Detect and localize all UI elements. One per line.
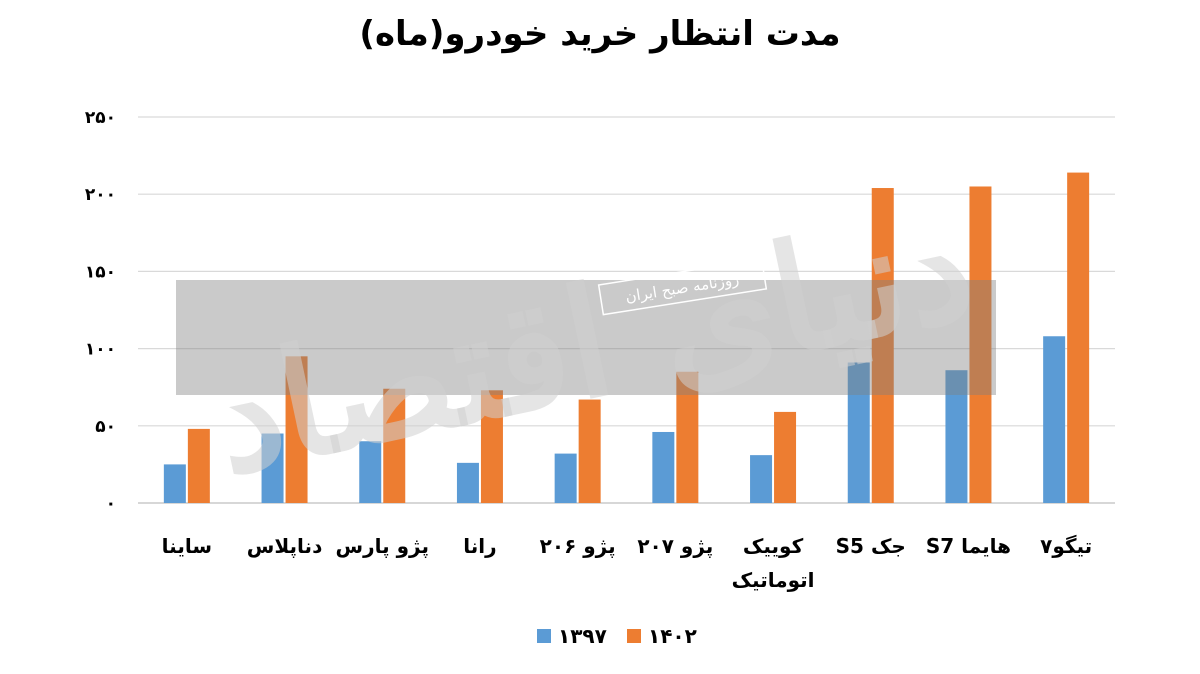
bar-series1: [359, 441, 382, 503]
bar-series2: [676, 371, 699, 503]
bar-series1: [945, 370, 968, 503]
x-category-label: پژو پارس: [336, 534, 429, 559]
watermark-band: [176, 280, 996, 395]
bar-series1: [261, 433, 284, 503]
x-category-label: پژو ۲۰۷: [637, 534, 713, 559]
y-tick-label: ۲۰۰: [85, 185, 116, 205]
bar-series2: [871, 188, 894, 504]
legend-label: ۱۴۰۲: [648, 624, 697, 648]
legend: ۱۳۹۷ ۱۴۰۲: [537, 624, 697, 648]
bar-series1: [652, 431, 675, 503]
x-category-label: ساینا: [162, 534, 212, 558]
x-category-label: هایما S7: [926, 534, 1011, 558]
x-category-label: کوییک اتوماتیک: [732, 534, 815, 592]
bar-series2: [969, 186, 992, 504]
bar-series1: [1043, 336, 1066, 503]
x-axis-category-labels: ساینا دناپلاس پژو پارس رانا پژو ۲۰۶ پژو ۲۰۷ کو…: [162, 534, 1093, 592]
watermark-subtitle-box: [597, 258, 768, 316]
y-tick-label: ۱۰۰: [85, 340, 116, 360]
x-category-label: پژو ۲۰۶: [540, 534, 616, 559]
legend-label: ۱۳۹۷: [558, 624, 607, 648]
bar-series1: [847, 362, 870, 503]
bar-series2: [578, 399, 601, 503]
bars: [163, 172, 1090, 504]
y-tick-label: ۵۰: [95, 417, 116, 437]
bar-series2: [774, 411, 797, 503]
bar-series2: [480, 390, 503, 503]
bar-series1: [750, 455, 773, 503]
x-category-label: دناپلاس: [247, 534, 323, 559]
x-category-label: تیگو۷: [1040, 534, 1092, 558]
bar-series2: [285, 356, 308, 503]
bar-series2: [187, 428, 210, 503]
legend-swatch: [537, 629, 551, 643]
y-tick-label: ۱۵۰: [85, 262, 116, 282]
bar-series1: [554, 453, 577, 503]
bar-series2: [383, 388, 406, 503]
x-category-label: رانا: [463, 534, 496, 558]
y-tick-label: ۲۵۰: [85, 108, 116, 128]
bar-series1: [163, 464, 186, 503]
chart-title: مدت انتظار خرید خودرو(ماه): [359, 14, 841, 54]
legend-swatch: [627, 629, 641, 643]
y-axis-tick-labels: ۰ ۵۰ ۱۰۰ ۱۵۰ ۲۰۰ ۲۵۰: [85, 108, 116, 514]
y-tick-label: ۰: [106, 494, 116, 514]
bar-series1: [456, 462, 479, 503]
x-category-label: جک S5: [836, 534, 906, 558]
bar-series2: [1067, 172, 1090, 504]
